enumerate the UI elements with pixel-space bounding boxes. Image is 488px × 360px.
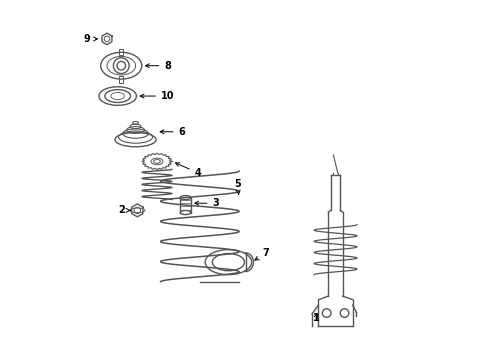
Text: 3: 3 (194, 198, 219, 208)
Text: 5: 5 (233, 179, 240, 194)
Text: 7: 7 (254, 248, 269, 260)
Text: 6: 6 (160, 127, 185, 137)
Text: 10: 10 (140, 91, 174, 101)
Text: 2: 2 (118, 205, 130, 215)
Text: 1: 1 (312, 312, 319, 323)
Bar (119, 49, 123, 55)
Bar (119, 76, 123, 83)
Text: 8: 8 (145, 61, 171, 71)
Text: 4: 4 (175, 163, 201, 178)
Text: 9: 9 (83, 34, 97, 44)
